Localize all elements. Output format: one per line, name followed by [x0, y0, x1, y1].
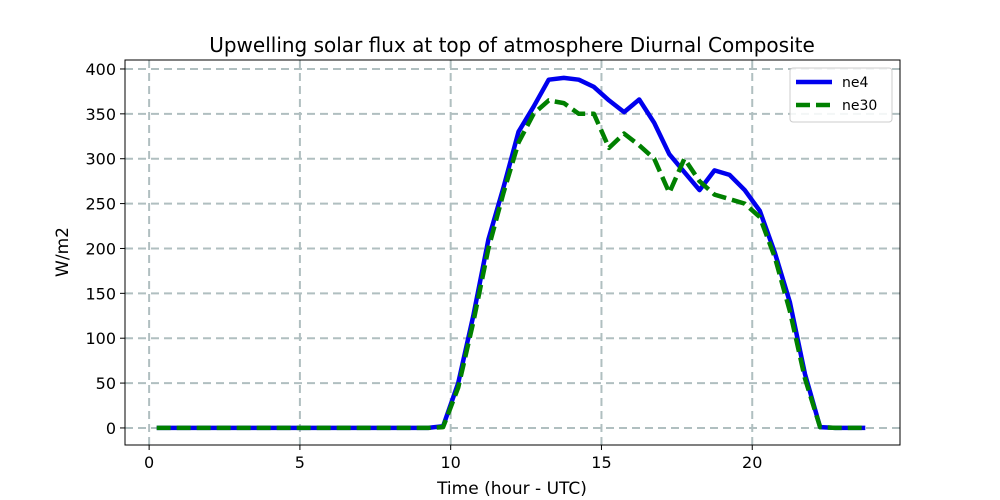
y-tick-label: 100 [85, 329, 116, 348]
y-tick-label: 250 [85, 195, 116, 214]
x-tick-label: 15 [591, 453, 611, 472]
y-axis-ticks: 0 50 100 150 200 250 300 350 400 [85, 60, 125, 438]
x-tick-label: 0 [144, 453, 154, 472]
y-tick-label: 300 [85, 150, 116, 169]
series-line-ne4 [156, 75, 866, 431]
x-tick-label: 10 [441, 453, 461, 472]
legend: ne4 ne30 [789, 67, 893, 123]
y-tick-label: 350 [85, 105, 116, 124]
y-tick-label: 0 [106, 419, 116, 438]
legend-label-ne30: ne30 [842, 98, 877, 114]
chart-title: Upwelling solar flux at top of atmospher… [209, 33, 815, 57]
legend-label-ne4: ne4 [842, 75, 868, 91]
y-tick-label: 50 [96, 374, 116, 393]
x-axis-ticks: 0 5 10 15 20 [144, 445, 762, 472]
x-tick-label: 5 [295, 453, 305, 472]
y-tick-label: 400 [85, 60, 116, 79]
x-axis-label: Time (hour - UTC) [436, 479, 587, 499]
x-tick-label: 20 [742, 453, 762, 472]
y-axis-label: W/m2 [53, 227, 73, 277]
y-tick-label: 200 [85, 239, 116, 258]
plot-frame [124, 59, 901, 446]
y-tick-label: 150 [85, 284, 116, 303]
plot-series [156, 75, 866, 431]
